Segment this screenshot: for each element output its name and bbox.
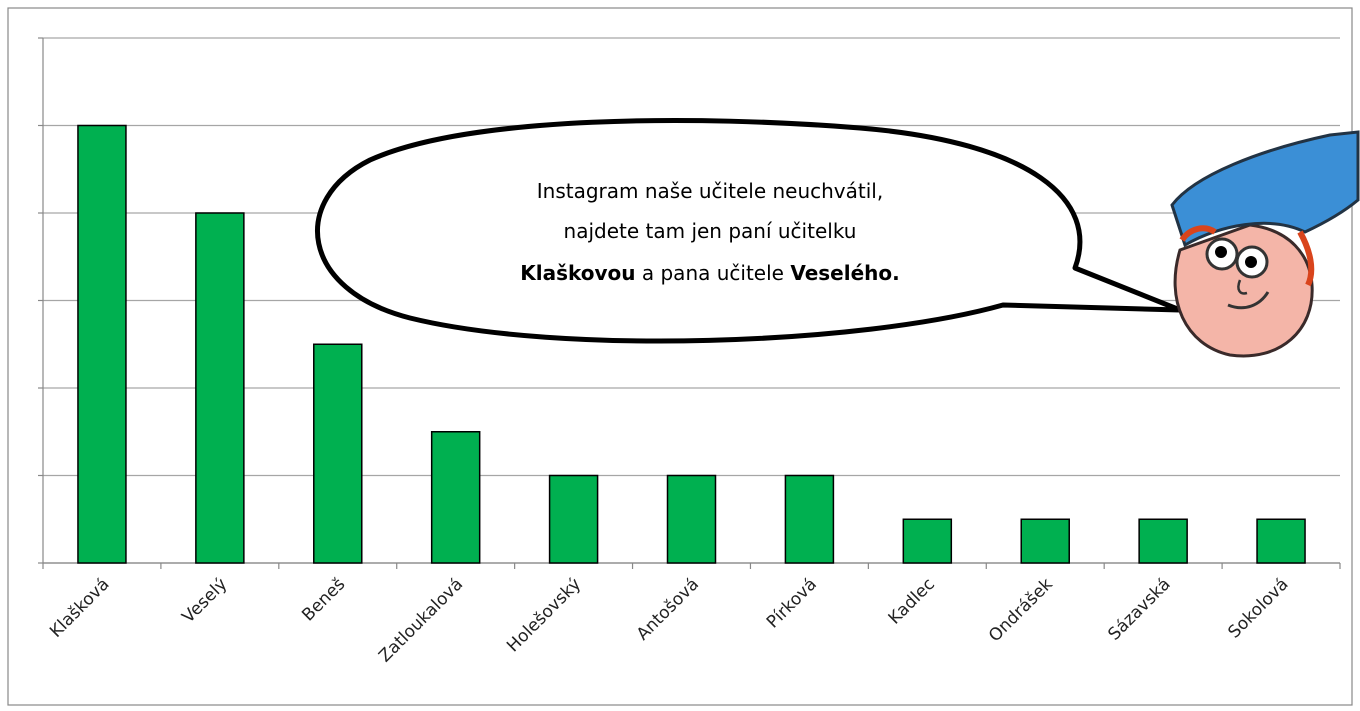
annotation-text: Veselého. <box>790 261 899 285</box>
bar <box>668 476 716 564</box>
annotation-text: Klaškovou <box>520 261 635 285</box>
bar <box>1021 519 1069 563</box>
pupil <box>1245 256 1257 268</box>
bar <box>550 476 598 564</box>
bar <box>314 344 362 563</box>
bar <box>1139 519 1187 563</box>
annotation-text: najdete tam jen paní učitelku <box>564 219 857 243</box>
bar <box>196 213 244 563</box>
annotation-text: Instagram naše učitele neuchvátil, <box>537 179 883 203</box>
bar <box>903 519 951 563</box>
pupil <box>1215 246 1227 258</box>
bar <box>78 126 126 564</box>
bar <box>785 476 833 564</box>
annotation-text: a pana učitele <box>636 261 791 285</box>
bar <box>1257 519 1305 563</box>
annotation-line: Instagram naše učitele neuchvátil, <box>537 179 883 203</box>
annotation-line: najdete tam jen paní učitelku <box>564 219 857 243</box>
chart: KlaškováVeselýBenešZatloukalováHolešovsk… <box>0 0 1360 711</box>
face <box>1175 225 1312 356</box>
annotation-line: Klaškovou a pana učitele Veselého. <box>520 261 900 285</box>
bar <box>432 432 480 563</box>
